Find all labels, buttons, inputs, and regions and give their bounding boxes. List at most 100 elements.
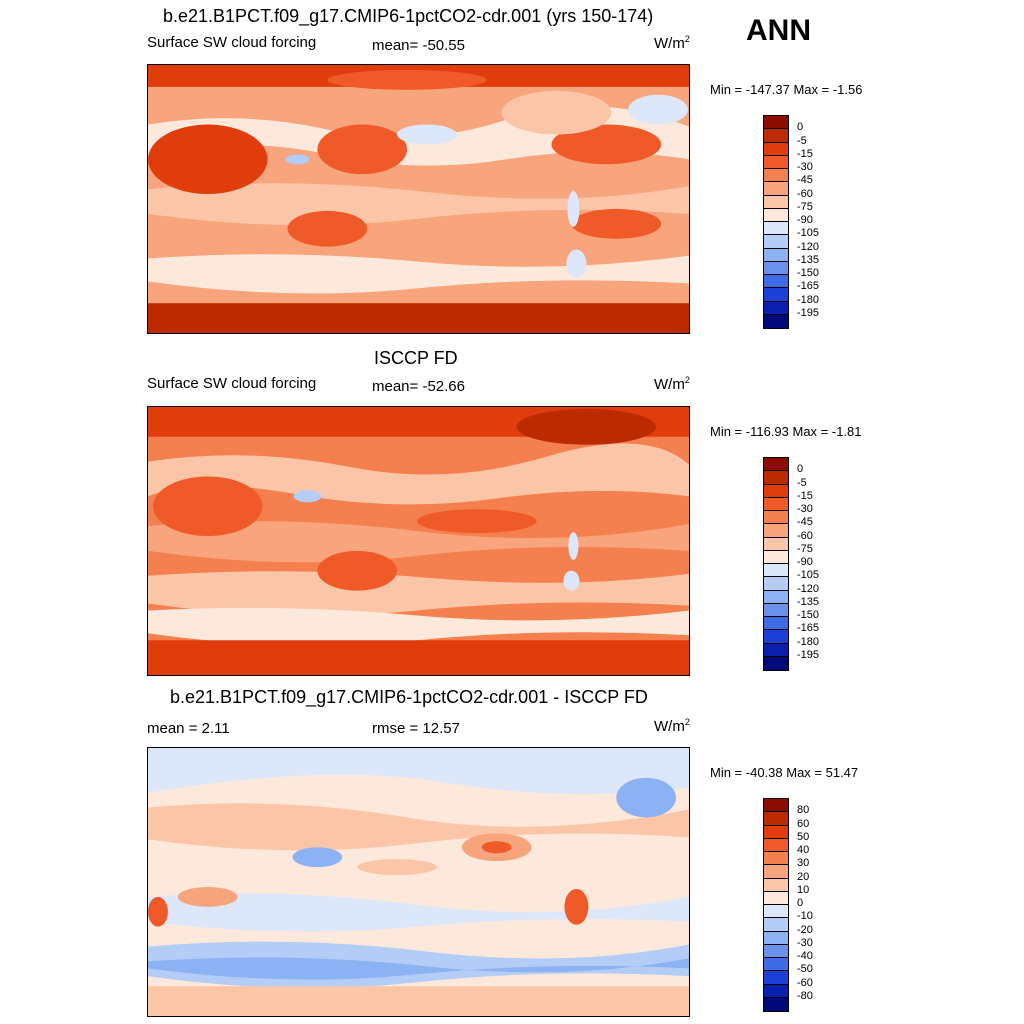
mean-value: mean= -52.66 — [372, 378, 465, 395]
colorbar-swatch — [764, 918, 788, 932]
mean-value: mean= -50.55 — [372, 37, 465, 54]
colorbar-label: -15 — [797, 147, 813, 160]
colorbar-label: -135 — [797, 595, 820, 608]
colorbar-swatch — [764, 524, 788, 538]
colorbar-label: -180 — [797, 635, 820, 648]
colorbar-swatch — [764, 838, 788, 852]
colorbar-label: -120 — [797, 240, 820, 253]
colorbar-label: -5 — [797, 476, 807, 489]
colorbar-swatch — [764, 984, 788, 998]
colorbar-swatch — [764, 577, 788, 591]
variable-label: Surface SW cloud forcing — [147, 375, 317, 392]
colorbar-label: -150 — [797, 267, 820, 279]
colorbar-swatch — [764, 497, 788, 511]
colorbar-label: -60 — [797, 529, 813, 542]
colorbar — [763, 115, 789, 329]
colorbar-swatch — [764, 931, 788, 945]
colorbar-label: 50 — [797, 830, 810, 843]
contour-map — [148, 407, 689, 675]
colorbar-label: 20 — [797, 870, 810, 883]
colorbar-swatch — [764, 222, 788, 236]
colorbar-swatch — [764, 314, 788, 328]
colorbar-label: -105 — [797, 227, 820, 240]
colorbar-label: -30 — [797, 503, 813, 515]
colorbar-swatch — [764, 944, 788, 958]
colorbar-swatch — [764, 656, 788, 670]
colorbar-label: -90 — [797, 214, 813, 226]
colorbar-swatch — [764, 471, 788, 485]
colorbar-label: -195 — [797, 306, 820, 319]
colorbar-swatch — [764, 248, 788, 262]
colorbar-label: 10 — [797, 883, 810, 896]
colorbar-label: -195 — [797, 648, 820, 661]
colorbar-swatch — [764, 630, 788, 644]
colorbar-label: -75 — [797, 200, 813, 213]
colorbar-label: -20 — [797, 923, 813, 936]
colorbar-swatch — [764, 301, 788, 315]
colorbar-label: 80 — [797, 804, 810, 817]
map-panel-obs — [147, 406, 690, 676]
colorbar-label: -90 — [797, 556, 813, 568]
colorbar — [763, 457, 789, 671]
colorbar-swatch — [764, 997, 788, 1011]
colorbar-swatch — [764, 958, 788, 972]
units-label: W/m2 — [654, 375, 690, 393]
colorbar-swatch — [764, 116, 788, 130]
colorbar-label: -120 — [797, 582, 820, 595]
units-label: W/m2 — [654, 34, 690, 52]
colorbar-label: -60 — [797, 187, 813, 200]
colorbar-label: -40 — [797, 950, 813, 962]
colorbar-swatch — [764, 484, 788, 498]
rmse-value: rmse = 12.57 — [372, 720, 460, 737]
colorbar-swatch — [764, 905, 788, 919]
colorbar-swatch — [764, 511, 788, 525]
colorbar-swatch — [764, 643, 788, 657]
colorbar-swatch — [764, 878, 788, 892]
colorbar-label: -180 — [797, 293, 820, 306]
min-max-label: Min = -147.37 Max = -1.56 — [710, 82, 863, 97]
colorbar-label: -165 — [797, 280, 820, 293]
panel-title: b.e21.B1PCT.f09_g17.CMIP6-1pctCO2-cdr.00… — [163, 6, 654, 26]
colorbar — [763, 798, 789, 1012]
colorbar-label: -5 — [797, 134, 807, 147]
map-panel-difference — [147, 747, 690, 1017]
colorbar-swatch — [764, 852, 788, 866]
colorbar-swatch — [764, 564, 788, 578]
colorbar-swatch — [764, 288, 788, 302]
colorbar-label: -60 — [797, 976, 813, 989]
colorbar-swatch — [764, 195, 788, 209]
contour-map — [148, 748, 689, 1016]
colorbar-label: -30 — [797, 936, 813, 949]
colorbar-swatch — [764, 275, 788, 289]
colorbar-label: 0 — [797, 897, 804, 909]
colorbar-label: 30 — [797, 857, 810, 870]
variable-label: Surface SW cloud forcing — [147, 34, 317, 51]
contour-map — [148, 65, 689, 333]
mean-value: mean = 2.11 — [147, 720, 230, 737]
colorbar-label: 60 — [797, 817, 810, 830]
colorbar-label: 0 — [797, 121, 804, 134]
colorbar-swatch — [764, 261, 788, 275]
season-label: ANN — [746, 14, 811, 47]
colorbar-swatch — [764, 865, 788, 879]
colorbar-label: -10 — [797, 910, 813, 923]
colorbar-swatch — [764, 550, 788, 564]
colorbar-label: -15 — [797, 489, 813, 502]
colorbar-swatch — [764, 235, 788, 249]
colorbar-swatch — [764, 129, 788, 143]
panel-title: ISCCP FD — [374, 348, 458, 368]
colorbar-swatch — [764, 537, 788, 551]
colorbar-label: -165 — [797, 622, 820, 635]
colorbar-swatch — [764, 825, 788, 839]
colorbar-label: 40 — [797, 844, 810, 856]
colorbar-swatch — [764, 208, 788, 222]
colorbar-label: -45 — [797, 174, 813, 187]
colorbar-label: 0 — [797, 463, 804, 476]
colorbar-swatch — [764, 590, 788, 604]
units-label: W/m2 — [654, 717, 690, 735]
colorbar-label: -80 — [797, 989, 813, 1002]
panel-title: b.e21.B1PCT.f09_g17.CMIP6-1pctCO2-cdr.00… — [170, 687, 648, 707]
colorbar-swatch — [764, 155, 788, 169]
colorbar-label: -30 — [797, 161, 813, 173]
min-max-label: Min = -40.38 Max = 51.47 — [710, 765, 859, 780]
